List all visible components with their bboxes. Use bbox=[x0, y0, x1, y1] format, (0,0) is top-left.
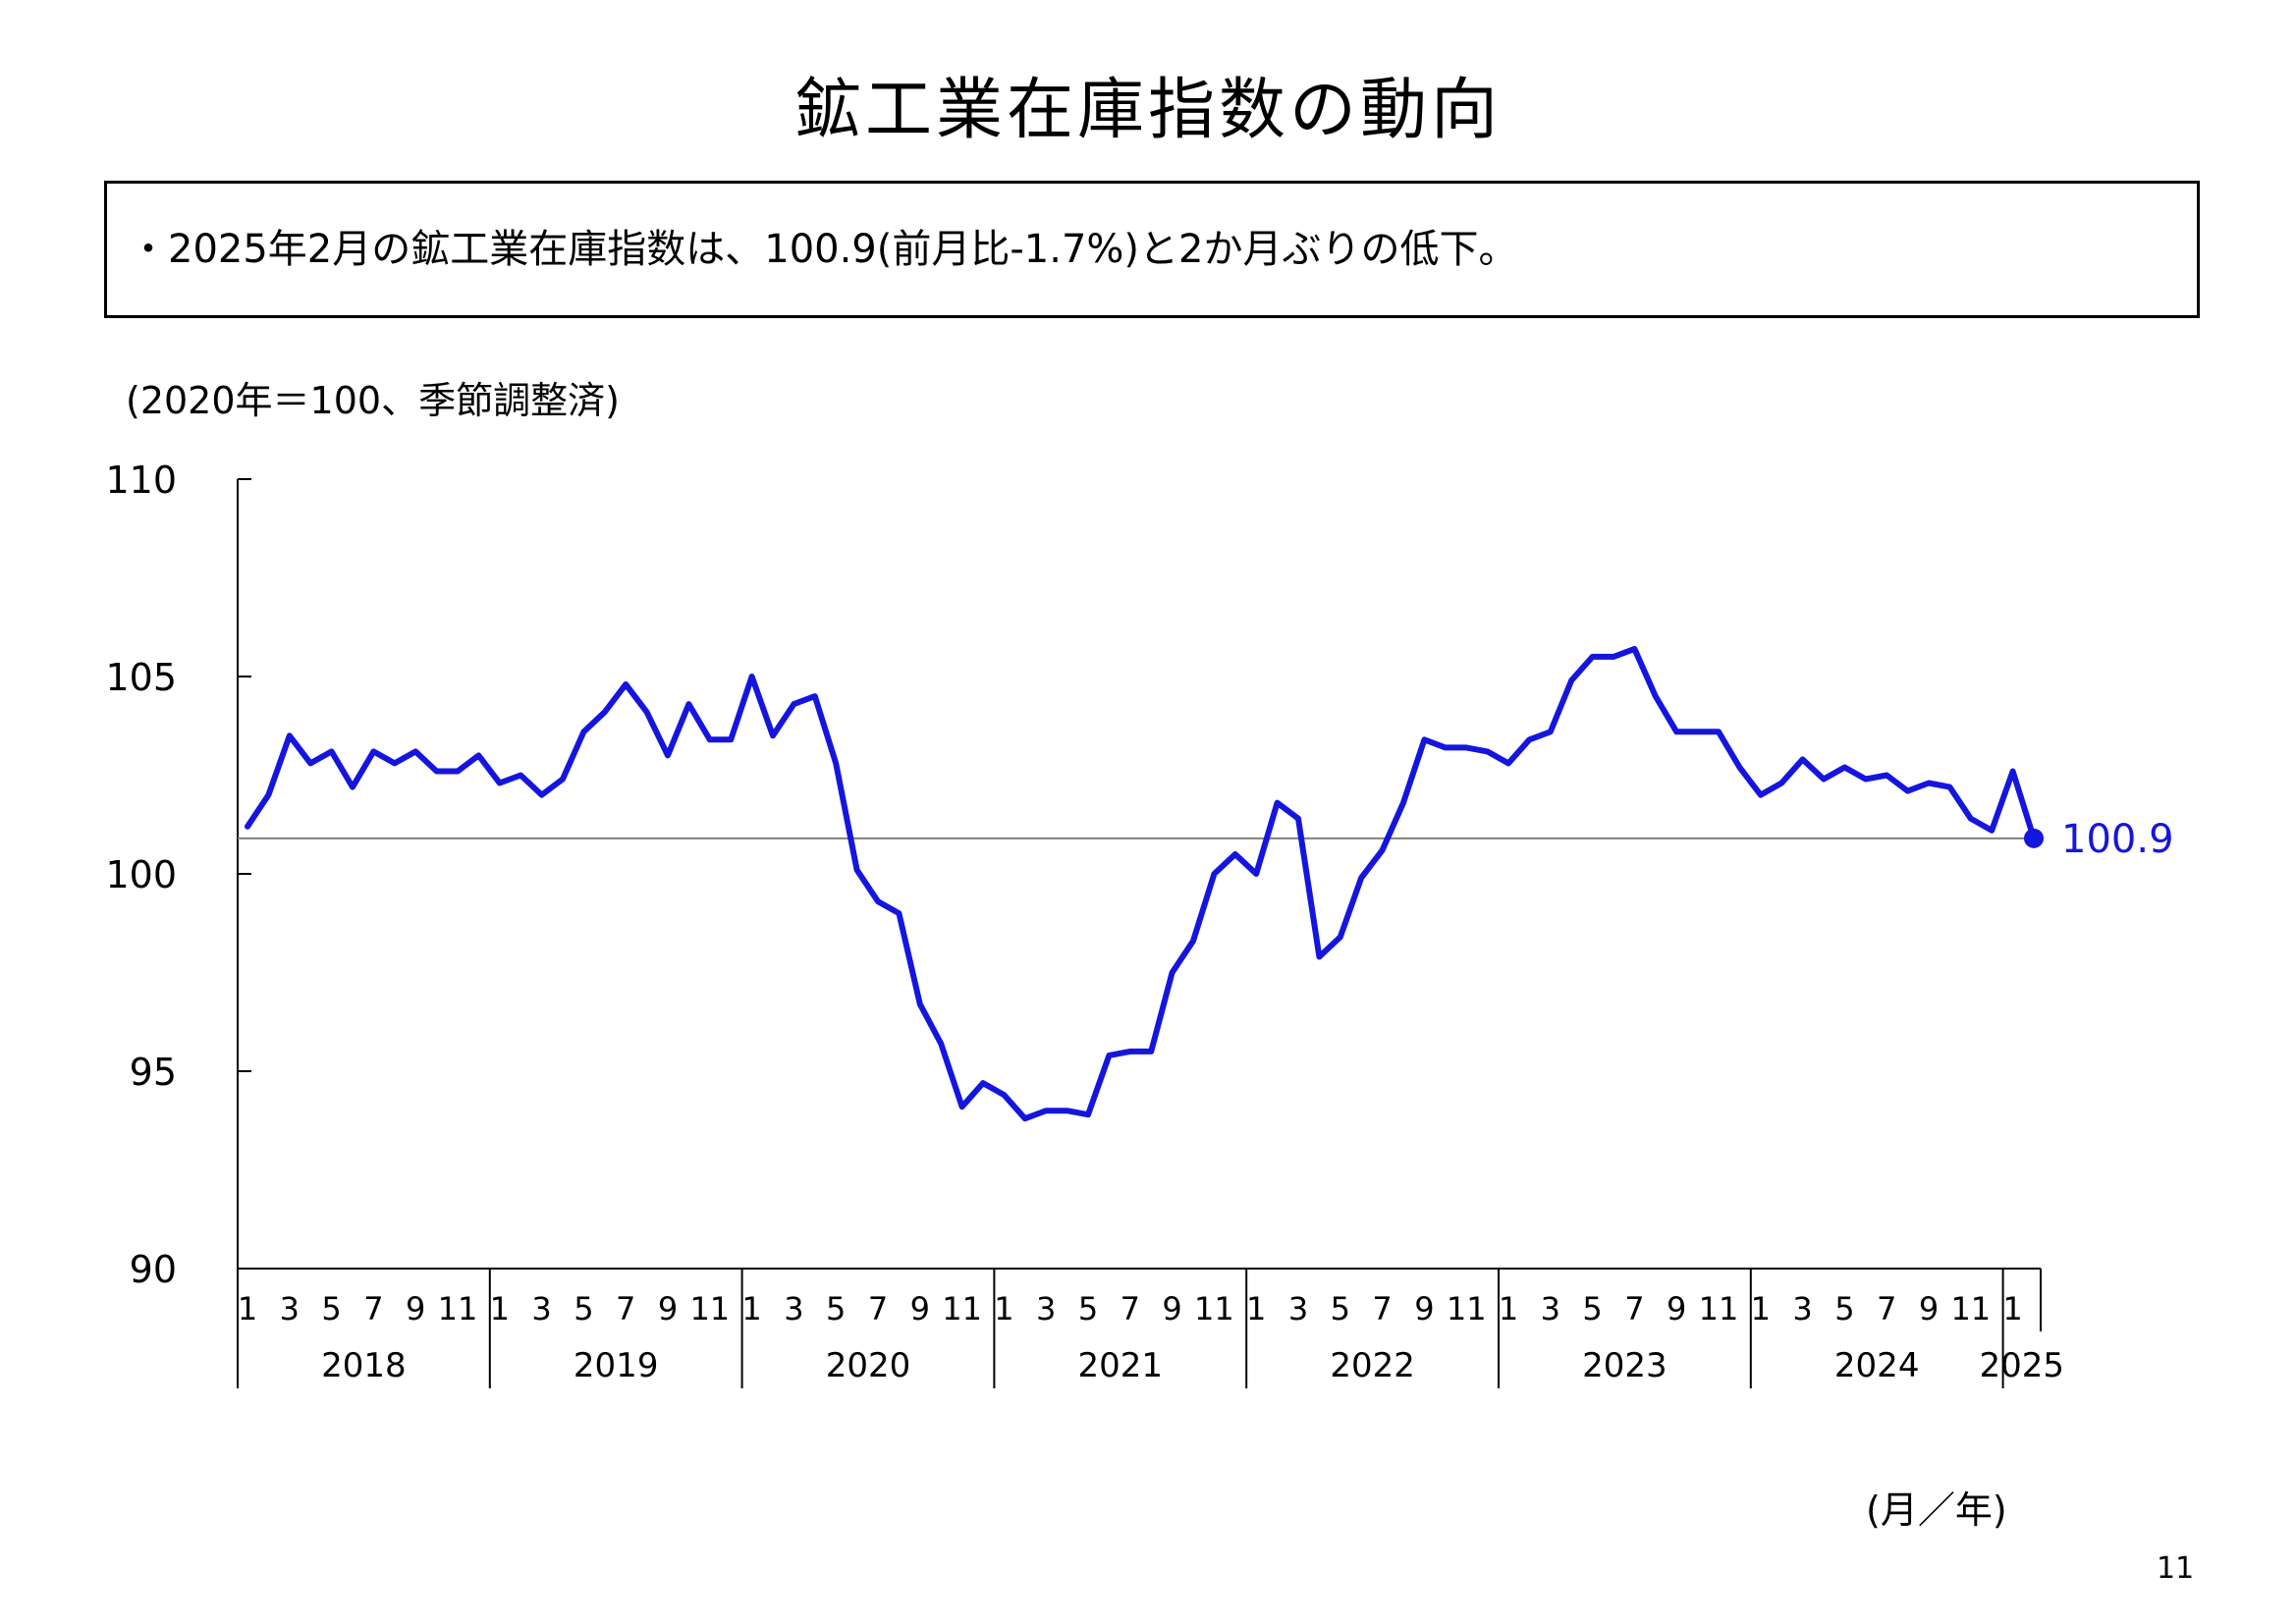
year-tick-label: 2021 bbox=[1078, 1346, 1164, 1385]
month-tick-label: 7 bbox=[1624, 1290, 1644, 1327]
summary-text: ・2025年2月の鉱工業在庫指数は、100.9(前月比-1.7%)と2か月ぶりの… bbox=[129, 227, 1518, 272]
month-tick-label: 5 bbox=[574, 1290, 593, 1327]
month-tick-label: 11 bbox=[1447, 1290, 1487, 1327]
month-tick-label: 1 bbox=[994, 1290, 1013, 1327]
month-tick-label: 9 bbox=[658, 1290, 678, 1327]
month-tick-label: 5 bbox=[1834, 1290, 1854, 1327]
month-tick-label: 1 bbox=[1751, 1290, 1771, 1327]
month-tick-label: 5 bbox=[1582, 1290, 1602, 1327]
month-tick-label: 9 bbox=[1162, 1290, 1181, 1327]
month-tick-label: 1 bbox=[238, 1290, 257, 1327]
month-tick-label: 1 bbox=[1499, 1290, 1518, 1327]
y-tick-label: 105 bbox=[105, 656, 177, 699]
year-tick-label: 2025 bbox=[1980, 1346, 2065, 1385]
last-point-marker bbox=[2024, 828, 2044, 848]
month-tick-label: 1 bbox=[741, 1290, 761, 1327]
month-tick-label: 11 bbox=[689, 1290, 730, 1327]
month-tick-label: 5 bbox=[1078, 1290, 1098, 1327]
month-tick-label: 3 bbox=[1036, 1290, 1056, 1327]
month-tick-label: 7 bbox=[1372, 1290, 1392, 1327]
month-tick-label: 1 bbox=[2002, 1290, 2022, 1327]
month-tick-label: 5 bbox=[321, 1290, 341, 1327]
year-tick-label: 2019 bbox=[574, 1346, 659, 1385]
year-tick-label: 2024 bbox=[1834, 1346, 1920, 1385]
month-tick-label: 11 bbox=[1699, 1290, 1739, 1327]
month-tick-label: 3 bbox=[1792, 1290, 1812, 1327]
month-tick-label: 9 bbox=[1414, 1290, 1434, 1327]
month-tick-label: 9 bbox=[406, 1290, 425, 1327]
series-line bbox=[245, 645, 2037, 1122]
month-tick-label: 9 bbox=[1919, 1290, 1939, 1327]
month-tick-label: 7 bbox=[1121, 1290, 1140, 1327]
month-tick-label: 1 bbox=[1246, 1290, 1266, 1327]
unit-note: (2020年＝100、季節調整済) bbox=[126, 379, 620, 422]
month-tick-label: 7 bbox=[616, 1290, 635, 1327]
month-tick-label: 11 bbox=[438, 1290, 478, 1327]
month-tick-label: 3 bbox=[531, 1290, 551, 1327]
month-tick-label: 3 bbox=[280, 1290, 300, 1327]
month-tick-label: 7 bbox=[1877, 1290, 1896, 1327]
summary-box: ・2025年2月の鉱工業在庫指数は、100.9(前月比-1.7%)と2か月ぶりの… bbox=[104, 181, 2200, 318]
month-tick-label: 5 bbox=[1331, 1290, 1350, 1327]
x-axis-unit-note: (月／年) bbox=[1866, 1489, 2007, 1532]
month-tick-label: 11 bbox=[942, 1290, 982, 1327]
y-tick-label: 110 bbox=[105, 459, 177, 502]
month-tick-label: 9 bbox=[1667, 1290, 1686, 1327]
year-tick-label: 2020 bbox=[826, 1346, 911, 1385]
year-tick-label: 2018 bbox=[321, 1346, 407, 1385]
y-tick-label: 100 bbox=[105, 853, 177, 896]
month-tick-label: 7 bbox=[363, 1290, 383, 1327]
month-tick-label: 3 bbox=[1288, 1290, 1308, 1327]
month-tick-label: 11 bbox=[1950, 1290, 1991, 1327]
page-number: 11 bbox=[2157, 1551, 2195, 1586]
month-tick-label: 7 bbox=[868, 1290, 888, 1327]
year-tick-label: 2022 bbox=[1330, 1346, 1415, 1385]
page-title: 鉱工業在庫指数の動向 bbox=[793, 72, 1502, 149]
y-tick-label: 90 bbox=[130, 1248, 177, 1291]
last-value-label: 100.9 bbox=[2061, 817, 2174, 862]
month-tick-label: 3 bbox=[784, 1290, 803, 1327]
year-tick-label: 2023 bbox=[1582, 1346, 1667, 1385]
month-tick-label: 1 bbox=[490, 1290, 510, 1327]
month-tick-label: 5 bbox=[826, 1290, 846, 1327]
month-tick-label: 9 bbox=[910, 1290, 930, 1327]
month-tick-label: 3 bbox=[1541, 1290, 1560, 1327]
y-tick-label: 95 bbox=[130, 1051, 177, 1094]
month-tick-label: 11 bbox=[1194, 1290, 1234, 1327]
